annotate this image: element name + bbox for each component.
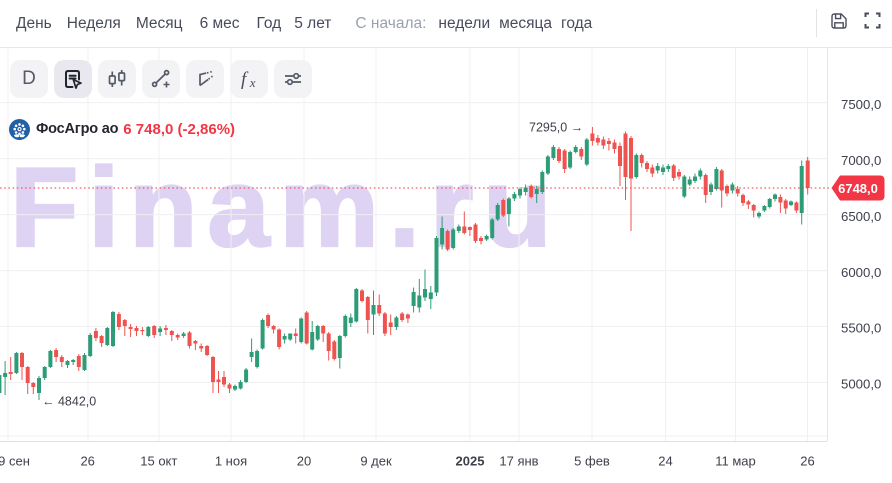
svg-text:20: 20 (297, 454, 311, 469)
svg-text:5500,0: 5500,0 (841, 321, 881, 336)
svg-text:f: f (241, 69, 249, 90)
svg-text:6748,0: 6748,0 (838, 181, 878, 196)
svg-text:7000,0: 7000,0 (841, 153, 881, 168)
svg-text:2025: 2025 (456, 454, 485, 469)
svg-text:9 сен: 9 сен (0, 454, 30, 469)
svg-text:9 дек: 9 дек (360, 454, 392, 469)
svg-text:7500,0: 7500,0 (841, 97, 881, 112)
svg-text:6000,0: 6000,0 (841, 265, 881, 280)
svg-text:← 4842,0: ← 4842,0 (42, 395, 96, 409)
svg-text:11 мар: 11 мар (715, 454, 756, 469)
svg-text:17 янв: 17 янв (499, 454, 538, 469)
svg-text:6500,0: 6500,0 (841, 209, 881, 224)
svg-text:15 окт: 15 окт (140, 454, 177, 469)
svg-text:7295,0 →: 7295,0 → (529, 121, 583, 135)
svg-text:1 ноя: 1 ноя (215, 454, 247, 469)
svg-text:5 фев: 5 фев (574, 454, 610, 469)
svg-text:x: x (249, 75, 256, 90)
svg-text:26: 26 (800, 454, 814, 469)
svg-text:5000,0: 5000,0 (841, 376, 881, 391)
svg-text:26: 26 (80, 454, 94, 469)
svg-text:24: 24 (658, 454, 672, 469)
